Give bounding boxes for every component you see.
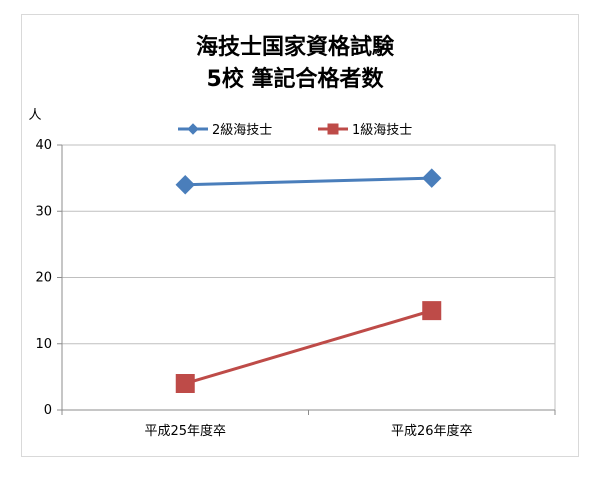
series-line-1 bbox=[185, 176, 432, 187]
legend-marker bbox=[327, 123, 339, 135]
y-tick-label: 20 bbox=[35, 271, 52, 286]
series-line-2 bbox=[184, 309, 433, 385]
y-tick-label: 10 bbox=[35, 337, 52, 352]
legend-label: 2級海技士 bbox=[212, 123, 272, 138]
chart-title-line-2: 5校 筆記合格者数 bbox=[207, 66, 385, 92]
data-point bbox=[422, 301, 442, 321]
y-axis-label: 人 bbox=[28, 108, 41, 123]
y-tick-label: 40 bbox=[35, 138, 52, 153]
y-tick-label: 0 bbox=[44, 403, 52, 418]
chart-title-line-1: 海技士国家資格試験 bbox=[196, 34, 395, 60]
x-tick-label: 平成25年度卒 bbox=[144, 423, 226, 439]
y-tick-label: 30 bbox=[35, 204, 52, 219]
chart-frame bbox=[21, 14, 579, 457]
legend-marker bbox=[187, 123, 199, 135]
legend-label: 1級海技士 bbox=[352, 123, 412, 138]
data-point bbox=[175, 175, 195, 195]
x-tick-label: 平成26年度卒 bbox=[391, 423, 473, 439]
data-point bbox=[175, 374, 195, 393]
data-point bbox=[422, 168, 442, 188]
